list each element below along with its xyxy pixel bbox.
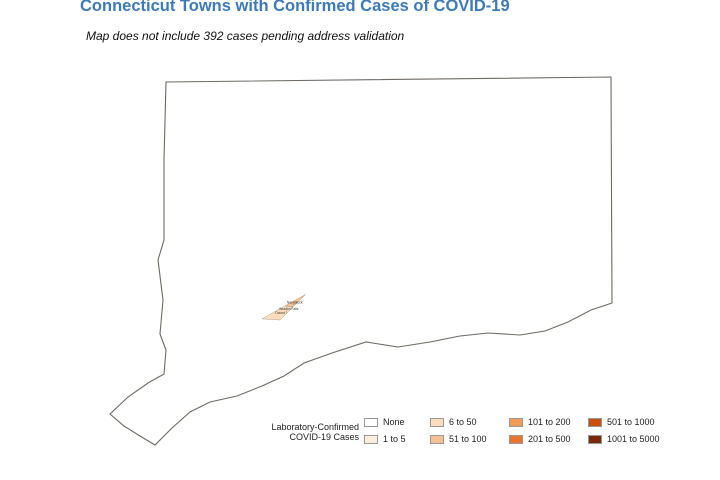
legend-swatch	[430, 417, 444, 427]
legend-label: 501 to 1000	[607, 417, 655, 427]
legend-swatch	[509, 434, 523, 444]
legend-label: 1001 to 5000	[607, 434, 660, 444]
legend-label: 6 to 50	[449, 417, 477, 427]
state-outline	[109, 76, 613, 446]
legend-item-1-to-5: 1 to 5	[364, 433, 406, 445]
map-title: Connecticut Towns with Confirmed Cases o…	[80, 0, 510, 15]
town-label: Oxford	[275, 311, 285, 315]
legend-label: None	[383, 417, 405, 427]
legend-swatch	[588, 434, 602, 444]
legend-label: 201 to 500	[528, 434, 571, 444]
legend-label: 1 to 5	[383, 434, 406, 444]
town-beacon-falls	[286, 305, 294, 314]
legend-label: 101 to 200	[528, 417, 571, 427]
legend-item-1001-to-5000: 1001 to 5000	[588, 433, 660, 445]
legend-item-201-to-500: 201 to 500	[509, 433, 571, 445]
legend-swatch	[364, 417, 378, 427]
legend: Laboratory-Confirmed COVID-19 Cases None…	[256, 416, 716, 450]
legend-item-6-to-50: 6 to 50	[430, 416, 477, 428]
map-subtitle: Map does not include 392 cases pending a…	[86, 29, 405, 43]
legend-swatch	[588, 417, 602, 427]
legend-swatch	[430, 434, 444, 444]
legend-title-line2: COVID-19 Cases	[289, 432, 359, 442]
legend-label: 51 to 100	[449, 434, 487, 444]
legend-title: Laboratory-Confirmed COVID-19 Cases	[256, 422, 359, 442]
town-label: Naugatuck	[287, 300, 303, 304]
legend-item-501-to-1000: 501 to 1000	[588, 416, 655, 428]
towns-layer	[261, 294, 306, 321]
legend-title-line1: Laboratory-Confirmed	[271, 422, 359, 432]
legend-item-none: None	[364, 416, 405, 428]
legend-swatch	[364, 434, 378, 444]
town-label: Beacon Falls	[279, 307, 298, 311]
legend-swatch	[509, 417, 523, 427]
legend-item-51-to-100: 51 to 100	[430, 433, 487, 445]
town-oxford	[261, 305, 288, 321]
legend-item-101-to-200: 101 to 200	[509, 416, 571, 428]
